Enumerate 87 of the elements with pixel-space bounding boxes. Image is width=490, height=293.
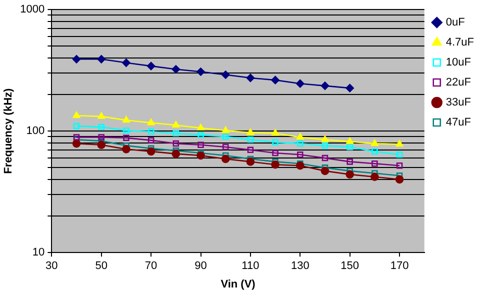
point xyxy=(396,140,404,147)
point xyxy=(322,142,328,149)
point xyxy=(321,136,329,142)
point xyxy=(172,150,180,158)
point xyxy=(146,62,156,70)
point xyxy=(296,133,304,140)
point xyxy=(296,161,304,170)
point xyxy=(122,116,130,123)
point xyxy=(172,140,180,147)
point xyxy=(73,122,80,130)
point xyxy=(196,151,205,160)
point xyxy=(122,145,130,154)
point xyxy=(320,82,330,90)
point xyxy=(72,139,81,148)
point xyxy=(97,55,106,64)
x-tick-label: 130 xyxy=(290,260,310,272)
point xyxy=(297,152,304,158)
point xyxy=(346,170,354,179)
point xyxy=(372,148,378,155)
x-tick-label: 90 xyxy=(194,260,207,272)
point xyxy=(72,55,81,64)
point xyxy=(221,154,230,164)
point xyxy=(296,79,304,88)
point xyxy=(146,147,156,156)
point xyxy=(97,140,106,150)
point xyxy=(372,160,378,167)
x-axis-title: Vin (V) xyxy=(220,278,256,290)
point xyxy=(148,128,154,135)
point xyxy=(196,68,205,76)
point xyxy=(197,124,204,130)
point xyxy=(123,127,130,134)
point xyxy=(297,140,304,147)
point xyxy=(222,144,229,150)
point xyxy=(98,134,104,140)
point xyxy=(346,84,354,92)
point xyxy=(320,166,330,176)
point xyxy=(148,137,154,144)
point xyxy=(98,124,104,130)
x-tick-label: 110 xyxy=(242,260,260,272)
point xyxy=(247,136,254,143)
x-tick-label: 30 xyxy=(46,260,58,272)
point xyxy=(198,142,204,148)
point xyxy=(72,112,80,118)
point xyxy=(272,139,278,146)
point xyxy=(346,158,353,165)
point xyxy=(222,126,230,133)
point xyxy=(73,134,80,140)
point xyxy=(246,158,255,166)
point xyxy=(322,154,328,162)
x-tick-label: 150 xyxy=(340,260,360,272)
y-axis-title: Frequency (kHz) xyxy=(2,88,15,174)
legend-label: 22uF xyxy=(446,76,472,89)
legend-label: 0uF xyxy=(446,16,466,29)
point xyxy=(222,134,229,140)
x-tick-label: 70 xyxy=(144,260,158,272)
point xyxy=(123,134,130,141)
legend-label: 47uF xyxy=(446,116,472,129)
point xyxy=(172,65,180,74)
legend-label: 4.7uF xyxy=(446,36,474,49)
y-tick-label: 10 xyxy=(32,246,45,259)
point xyxy=(147,118,155,126)
point xyxy=(122,58,130,67)
point xyxy=(370,172,379,182)
point xyxy=(247,146,254,154)
point xyxy=(246,74,255,82)
point xyxy=(172,120,180,128)
y-tick-label: 100 xyxy=(26,125,45,138)
y-tick-label: 1000 xyxy=(20,4,45,16)
point xyxy=(395,175,404,184)
point xyxy=(98,112,106,119)
legend-label: 10uF xyxy=(446,56,472,69)
point xyxy=(346,137,354,144)
legend-label: 33uF xyxy=(446,96,472,109)
point xyxy=(396,162,403,169)
x-tick-label: 170 xyxy=(390,260,409,272)
point xyxy=(370,139,378,146)
point xyxy=(198,132,204,138)
point xyxy=(271,76,280,84)
point xyxy=(271,160,280,169)
point xyxy=(346,144,353,150)
point xyxy=(221,70,230,79)
point xyxy=(246,128,254,136)
point xyxy=(172,130,180,136)
x-tick-label: 50 xyxy=(95,260,108,272)
point xyxy=(396,152,403,158)
point xyxy=(272,150,278,156)
point xyxy=(272,129,279,136)
